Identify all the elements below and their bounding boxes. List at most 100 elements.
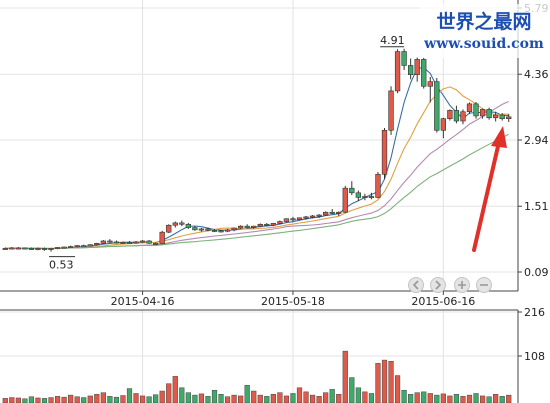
zoom-in-button[interactable] [454,277,470,293]
volume-bar [2,398,8,403]
volume-bar [100,392,106,403]
scroll-right-button[interactable] [430,277,446,293]
volume-bar [179,387,185,403]
candle-body [447,110,453,119]
candle [414,57,420,82]
volume-bar [244,385,250,403]
volume-bar [94,394,100,403]
zoom-out-button[interactable] [476,277,492,293]
candle-body [309,215,316,218]
candle-body [224,229,231,232]
candle [205,227,211,232]
candle [251,225,257,229]
candle-body [329,211,335,214]
volume-bar [453,394,460,403]
volume-bar [113,396,120,403]
volume-bar [283,395,290,403]
candle-body [244,225,250,228]
candle [211,228,218,233]
volume-bar [368,393,375,403]
candle [375,171,381,199]
candle [329,209,335,215]
volume-bar [394,375,401,403]
candle [440,117,447,139]
candle [94,242,100,246]
volume-bar [264,396,270,403]
candle-body [48,248,54,250]
candle-body [407,65,414,75]
candle [146,240,152,244]
volume-bar [9,397,15,403]
volume-bar [153,394,159,403]
candle [257,223,263,228]
volume-bar [329,389,335,403]
volume-bar [133,393,139,403]
candle [466,102,473,115]
candle [61,246,67,249]
volume-bar [296,387,303,403]
candle [492,111,499,122]
volume-bar [74,396,80,403]
candle [192,226,198,231]
volume-bar [447,395,453,403]
volume-bar [270,394,276,403]
candle-body [466,103,473,113]
chart-navigation [408,277,492,293]
candle-body [185,223,192,228]
watermark: 世界之最网 www.souid.com [420,4,550,58]
volume-bar [15,397,21,403]
candle-body [473,103,479,117]
volume-bar [336,394,342,403]
volume-bar [192,394,198,403]
candle-body [218,230,224,233]
volume-bar [486,396,492,403]
candle-body [172,222,178,226]
volume-bar [440,393,446,403]
volume-bar [61,396,67,403]
candle-body [107,240,113,243]
volume-bar [316,396,322,403]
candle-body [381,129,388,175]
candle [87,244,93,247]
volume-bar [185,392,191,403]
candle [270,222,277,227]
candle [9,246,15,250]
volume-bar [362,391,368,403]
candle-body [322,211,329,216]
candle [355,190,362,202]
volume-bar [120,395,126,403]
candle [100,240,107,244]
scroll-left-button[interactable] [408,277,424,293]
candle-body [506,116,512,119]
candle [113,240,120,244]
volume-bar [251,390,257,403]
volume-bar [48,397,54,403]
volume-tick-label: 108 [524,350,545,363]
candle [153,242,159,245]
candle-body [264,223,270,226]
volume-bar [166,383,172,403]
volume-bar [388,361,394,403]
price-tick-label: 0.09 [524,266,549,279]
candle [28,247,35,250]
candle-body [87,244,93,247]
volume-bar [408,394,414,403]
candle-body [54,247,61,249]
volume-bar [159,390,165,403]
low-label: 0.53 [49,259,74,272]
candle [198,228,205,232]
candle-body [238,225,244,229]
candle [41,247,48,251]
price-tick-label: 1.51 [524,200,549,213]
candle [238,225,244,229]
candle-body [283,218,290,222]
candle [68,245,74,249]
candle-body [35,248,41,250]
candle [368,192,375,200]
volume-bar [499,396,505,403]
candle [453,105,460,124]
candlestick-series [2,48,512,252]
candle [166,224,172,234]
candle-body [460,111,466,122]
candle-body [355,192,362,198]
